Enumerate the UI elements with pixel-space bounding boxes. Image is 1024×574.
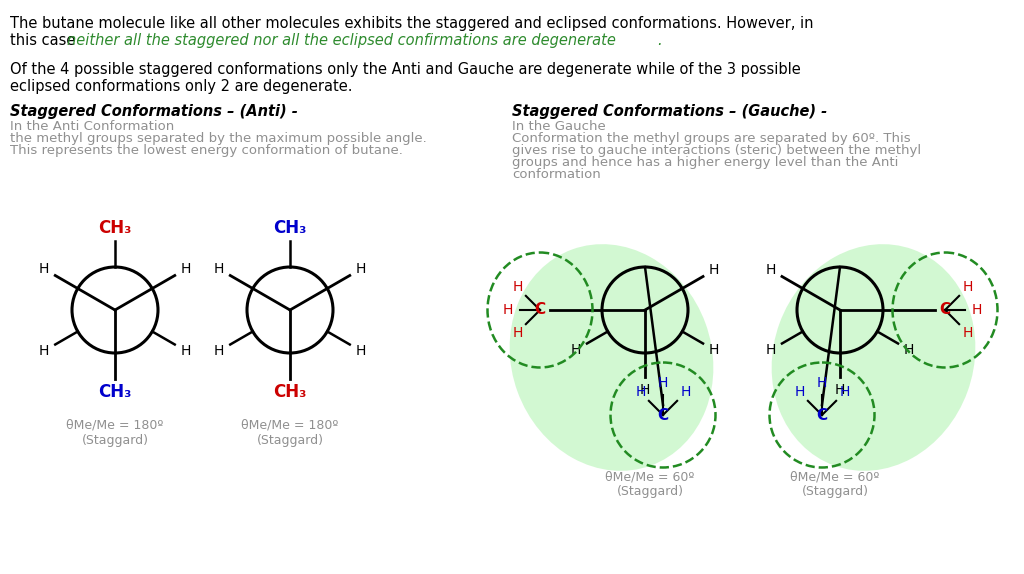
Text: CH₃: CH₃ (98, 219, 132, 237)
Text: H: H (709, 263, 720, 277)
Text: H: H (181, 344, 191, 358)
Text: H: H (840, 385, 850, 400)
Text: H: H (635, 385, 645, 400)
Ellipse shape (772, 244, 976, 471)
Text: H: H (835, 383, 845, 397)
Text: This represents the lowest energy conformation of butane.: This represents the lowest energy confor… (10, 144, 402, 157)
Text: H: H (512, 280, 522, 294)
Text: gives rise to gauche interactions (steric) between the methyl: gives rise to gauche interactions (steri… (512, 144, 922, 157)
Text: CH₃: CH₃ (273, 383, 306, 401)
Text: H: H (657, 376, 669, 390)
Text: H: H (181, 262, 191, 276)
Text: H: H (766, 343, 776, 357)
Text: H: H (355, 262, 367, 276)
Text: CH₃: CH₃ (273, 219, 306, 237)
Text: H: H (640, 383, 650, 397)
Text: C: C (816, 408, 827, 422)
Text: H: H (795, 385, 805, 400)
Text: H: H (214, 344, 224, 358)
Text: H: H (680, 385, 691, 400)
Text: neither all the staggered nor all the eclipsed confirmations are degenerate: neither all the staggered nor all the ec… (67, 33, 615, 48)
Text: conformation: conformation (512, 168, 601, 181)
Text: H: H (512, 325, 522, 340)
Text: Staggered Conformations – (Anti) -: Staggered Conformations – (Anti) - (10, 104, 303, 119)
Text: this case: this case (10, 33, 80, 48)
Text: H: H (355, 344, 367, 358)
Text: H: H (963, 280, 973, 294)
Text: H: H (963, 325, 973, 340)
Text: H: H (570, 343, 581, 357)
Text: .: . (657, 33, 662, 48)
Text: θMe/Me = 180º
(Staggard): θMe/Me = 180º (Staggard) (67, 419, 164, 447)
Text: H: H (817, 376, 827, 390)
Ellipse shape (510, 244, 714, 471)
Text: eclipsed conformations only 2 are degenerate.: eclipsed conformations only 2 are degene… (10, 79, 352, 94)
Text: Conformation the methyl groups are separated by 60º. This: Conformation the methyl groups are separ… (512, 132, 910, 145)
Text: H: H (766, 263, 776, 277)
Text: CH₃: CH₃ (98, 383, 132, 401)
Text: H: H (972, 303, 982, 317)
Text: H: H (39, 344, 49, 358)
Text: C: C (535, 302, 546, 317)
Text: groups and hence has a higher energy level than the Anti: groups and hence has a higher energy lev… (512, 156, 898, 169)
Text: θMe/Me = 60º
(Staggard): θMe/Me = 60º (Staggard) (791, 470, 880, 498)
Text: The butane molecule like all other molecules exhibits the staggered and eclipsed: The butane molecule like all other molec… (10, 16, 813, 31)
Text: the methyl groups separated by the maximum possible angle.: the methyl groups separated by the maxim… (10, 132, 427, 145)
Text: C: C (939, 302, 950, 317)
Text: H: H (214, 262, 224, 276)
Text: H: H (709, 343, 720, 357)
Text: Staggered Conformations – (Gauche) -: Staggered Conformations – (Gauche) - (512, 104, 833, 119)
Text: H: H (503, 303, 513, 317)
Text: In the Anti Conformation: In the Anti Conformation (10, 120, 174, 133)
Text: In the Gauche: In the Gauche (512, 120, 606, 133)
Text: θMe/Me = 180º
(Staggard): θMe/Me = 180º (Staggard) (242, 419, 339, 447)
Text: H: H (39, 262, 49, 276)
Text: Of the 4 possible staggered conformations only the Anti and Gauche are degenerat: Of the 4 possible staggered conformation… (10, 62, 801, 77)
Text: θMe/Me = 60º
(Staggard): θMe/Me = 60º (Staggard) (605, 470, 694, 498)
Text: H: H (904, 343, 914, 357)
Text: C: C (657, 408, 669, 422)
